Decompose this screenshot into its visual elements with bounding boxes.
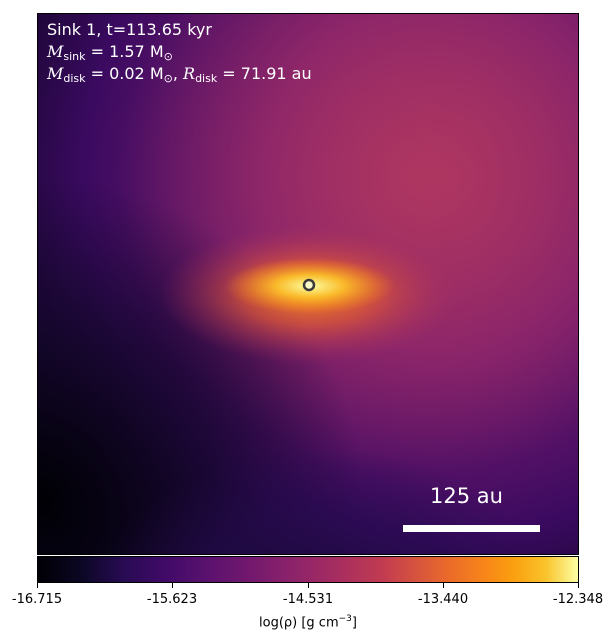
colorbar-tick: [308, 583, 309, 588]
scale-bar: [403, 525, 540, 532]
density-map-panel: [37, 13, 579, 555]
colorbar-title: log(ρ) [g cm−3]: [259, 614, 357, 631]
colorbar-tick-label: -13.440: [417, 592, 469, 607]
colorbar-tick: [443, 583, 444, 588]
colorbar-tick-label: -15.623: [146, 592, 198, 607]
sink-mass-label: Msink = 1.57 M⊙: [47, 42, 173, 63]
colorbar-tick: [172, 583, 173, 588]
colorbar: [37, 556, 579, 583]
colorbar-tick-label: -14.531: [282, 592, 334, 607]
outflow-cavity: [53, 304, 573, 554]
colorbar-tick: [578, 583, 579, 588]
colorbar-tick-label: -12.348: [552, 592, 604, 607]
sink-time-label: Sink 1, t=113.65 kyr: [47, 20, 212, 39]
scale-bar-label: 125 au: [430, 484, 503, 508]
disk-mass-radius-label: Mdisk = 0.02 M⊙, Rdisk = 71.91 au: [47, 64, 312, 85]
density-map-image: [38, 14, 578, 554]
colorbar-tick-label: -16.715: [11, 592, 63, 607]
sink-particle-marker: [302, 278, 316, 292]
colorbar-tick: [37, 583, 38, 588]
